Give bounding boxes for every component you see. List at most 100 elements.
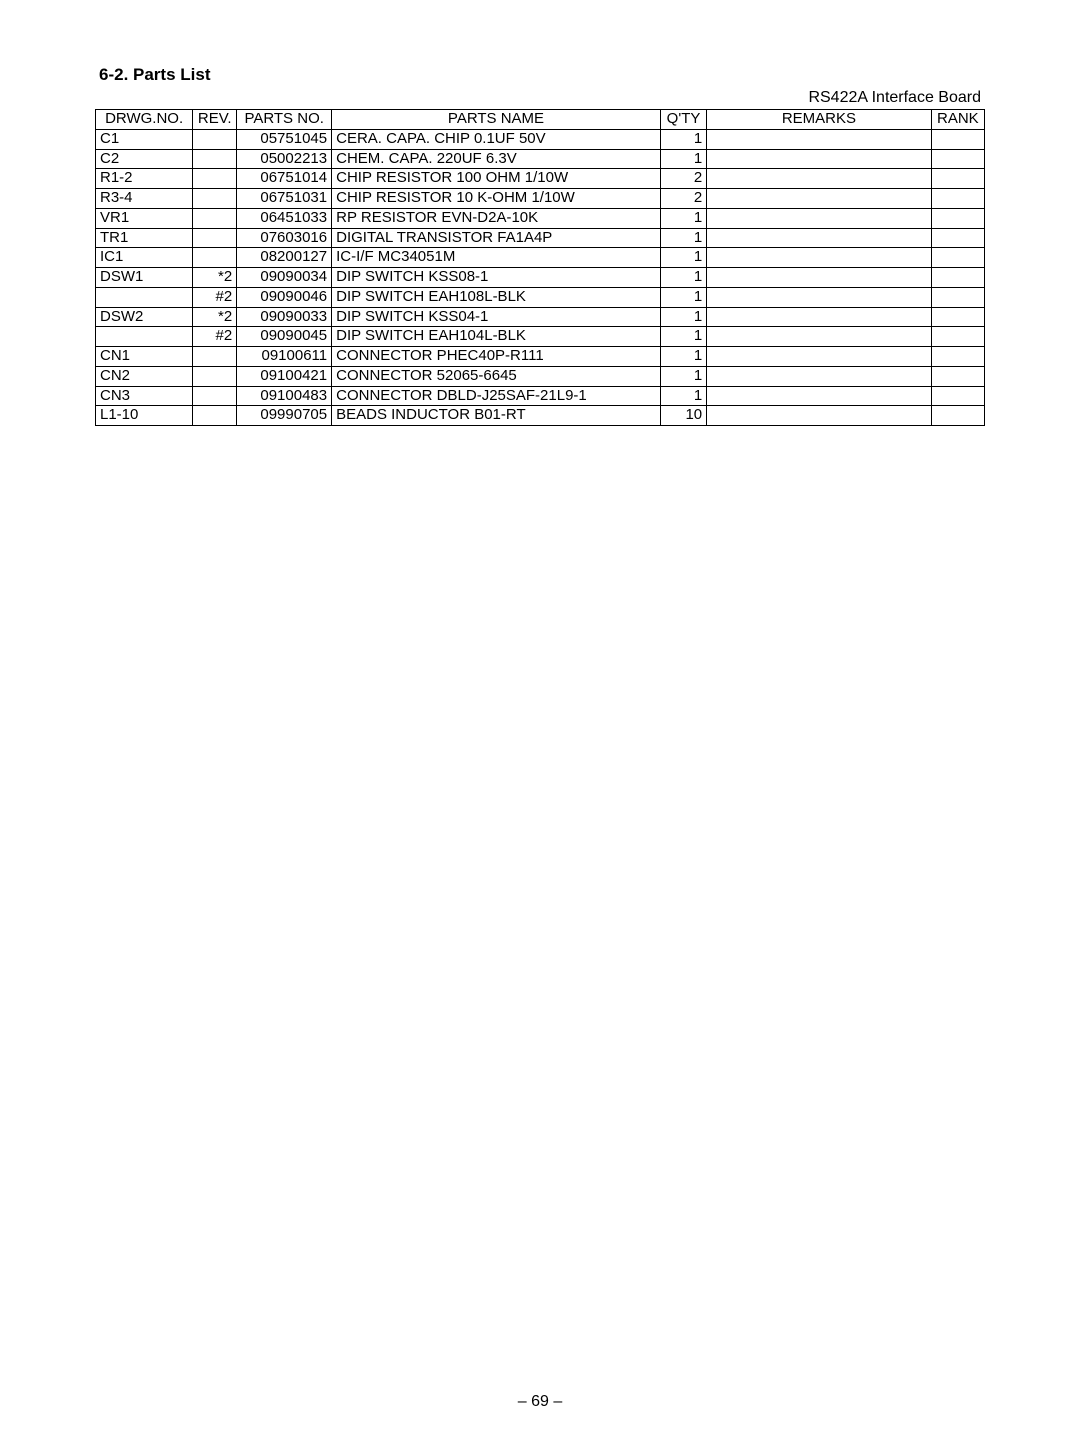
cell-rev [193, 347, 237, 367]
cell-partsno: 05002213 [237, 149, 332, 169]
page-number: – 69 – [0, 1393, 1080, 1411]
table-row: L1-1009990705BEADS INDUCTOR B01-RT10 [96, 406, 985, 426]
cell-qty: 1 [660, 347, 706, 367]
cell-rev [193, 129, 237, 149]
cell-qty: 2 [660, 169, 706, 189]
parts-table: DRWG.NO. REV. PARTS NO. PARTS NAME Q'TY … [95, 109, 985, 426]
cell-rank [931, 287, 984, 307]
cell-partsno: 05751045 [237, 129, 332, 149]
table-row: R3-4 06751031CHIP RESISTOR 10 K-OHM 1/10W… [96, 189, 985, 209]
table-row: C1 05751045CERA. CAPA. CHIP 0.1UF 50V1 [96, 129, 985, 149]
cell-drwg: C1 [96, 129, 193, 149]
cell-drwg: TR1 [96, 228, 193, 248]
cell-rank [931, 189, 984, 209]
cell-qty: 2 [660, 189, 706, 209]
section-title: 6-2. Parts List [99, 65, 985, 85]
cell-drwg: C2 [96, 149, 193, 169]
col-header-qty: Q'TY [660, 110, 706, 130]
table-row: R1-206751014CHIP RESISTOR 100 OHM 1/10W2 [96, 169, 985, 189]
cell-rev: *2 [193, 307, 237, 327]
cell-drwg: L1-10 [96, 406, 193, 426]
cell-remarks [707, 149, 932, 169]
cell-name: IC-I/F MC34051M [332, 248, 661, 268]
cell-partsno: 09100483 [237, 386, 332, 406]
table-row: DSW1*209090034DIP SWITCH KSS08-11 [96, 268, 985, 288]
cell-rank [931, 327, 984, 347]
cell-remarks [707, 169, 932, 189]
cell-rank [931, 406, 984, 426]
table-row: #209090046DIP SWITCH EAH108L-BLK1 [96, 287, 985, 307]
cell-qty: 1 [660, 366, 706, 386]
col-header-drwg: DRWG.NO. [96, 110, 193, 130]
cell-remarks [707, 287, 932, 307]
cell-drwg: R1-2 [96, 169, 193, 189]
cell-name: DIP SWITCH EAH104L-BLK [332, 327, 661, 347]
cell-partsno: 06451033 [237, 208, 332, 228]
table-row: C205002213CHEM. CAPA. 220UF 6.3V1 [96, 149, 985, 169]
parts-table-body: C105751045CERA. CAPA. CHIP 0.1UF 50V1C20… [96, 129, 985, 425]
cell-remarks [707, 406, 932, 426]
cell-partsno: 09990705 [237, 406, 332, 426]
col-header-name: PARTS NAME [332, 110, 661, 130]
cell-partsno: 09090033 [237, 307, 332, 327]
cell-name: CHIP RESISTOR 100 OHM 1/10W [332, 169, 661, 189]
cell-qty: 1 [660, 268, 706, 288]
cell-partsno: 06751031 [237, 189, 332, 209]
cell-rank [931, 248, 984, 268]
col-header-remarks: REMARKS [707, 110, 932, 130]
header-row: DRWG.NO. REV. PARTS NO. PARTS NAME Q'TY … [96, 110, 985, 130]
cell-remarks [707, 347, 932, 367]
cell-qty: 1 [660, 129, 706, 149]
cell-partsno: 09090046 [237, 287, 332, 307]
cell-name: CERA. CAPA. CHIP 0.1UF 50V [332, 129, 661, 149]
cell-rev: #2 [193, 287, 237, 307]
cell-name: DIP SWITCH KSS08-1 [332, 268, 661, 288]
cell-rev [193, 208, 237, 228]
parts-table-head: DRWG.NO. REV. PARTS NO. PARTS NAME Q'TY … [96, 110, 985, 130]
cell-drwg: CN1 [96, 347, 193, 367]
cell-rev: #2 [193, 327, 237, 347]
cell-rank [931, 129, 984, 149]
cell-drwg: IC1 [96, 248, 193, 268]
table-row: TR1 07603016DIGITAL TRANSISTOR FA1A4P1 [96, 228, 985, 248]
cell-rev [193, 366, 237, 386]
cell-partsno: 09100611 [237, 347, 332, 367]
cell-name: CHIP RESISTOR 10 K-OHM 1/10W [332, 189, 661, 209]
table-row: IC108200127IC-I/F MC34051M1 [96, 248, 985, 268]
cell-remarks [707, 327, 932, 347]
cell-drwg: VR1 [96, 208, 193, 228]
cell-drwg: R3-4 [96, 189, 193, 209]
page: 6-2. Parts List RS422A Interface Board D… [0, 0, 1080, 1439]
cell-qty: 1 [660, 287, 706, 307]
cell-partsno: 09090034 [237, 268, 332, 288]
cell-name: DIGITAL TRANSISTOR FA1A4P [332, 228, 661, 248]
cell-rank [931, 208, 984, 228]
cell-remarks [707, 189, 932, 209]
table-row: DSW2*209090033DIP SWITCH KSS04-11 [96, 307, 985, 327]
cell-qty: 1 [660, 149, 706, 169]
cell-rank [931, 386, 984, 406]
cell-remarks [707, 268, 932, 288]
cell-qty: 1 [660, 386, 706, 406]
cell-name: CONNECTOR DBLD-J25SAF-21L9-1 [332, 386, 661, 406]
cell-name: DIP SWITCH KSS04-1 [332, 307, 661, 327]
cell-remarks [707, 228, 932, 248]
cell-rank [931, 149, 984, 169]
cell-rank [931, 347, 984, 367]
table-row: VR1 06451033RP RESISTOR EVN-D2A-10K1 [96, 208, 985, 228]
cell-qty: 1 [660, 208, 706, 228]
cell-rank [931, 366, 984, 386]
cell-partsno: 07603016 [237, 228, 332, 248]
cell-qty: 1 [660, 228, 706, 248]
cell-name: RP RESISTOR EVN-D2A-10K [332, 208, 661, 228]
cell-rev [193, 189, 237, 209]
cell-rank [931, 307, 984, 327]
cell-partsno: 08200127 [237, 248, 332, 268]
col-header-partsno: PARTS NO. [237, 110, 332, 130]
cell-qty: 1 [660, 327, 706, 347]
cell-rev [193, 248, 237, 268]
cell-name: CONNECTOR PHEC40P-R111 [332, 347, 661, 367]
col-header-rank: RANK [931, 110, 984, 130]
cell-rev [193, 149, 237, 169]
cell-rev: *2 [193, 268, 237, 288]
